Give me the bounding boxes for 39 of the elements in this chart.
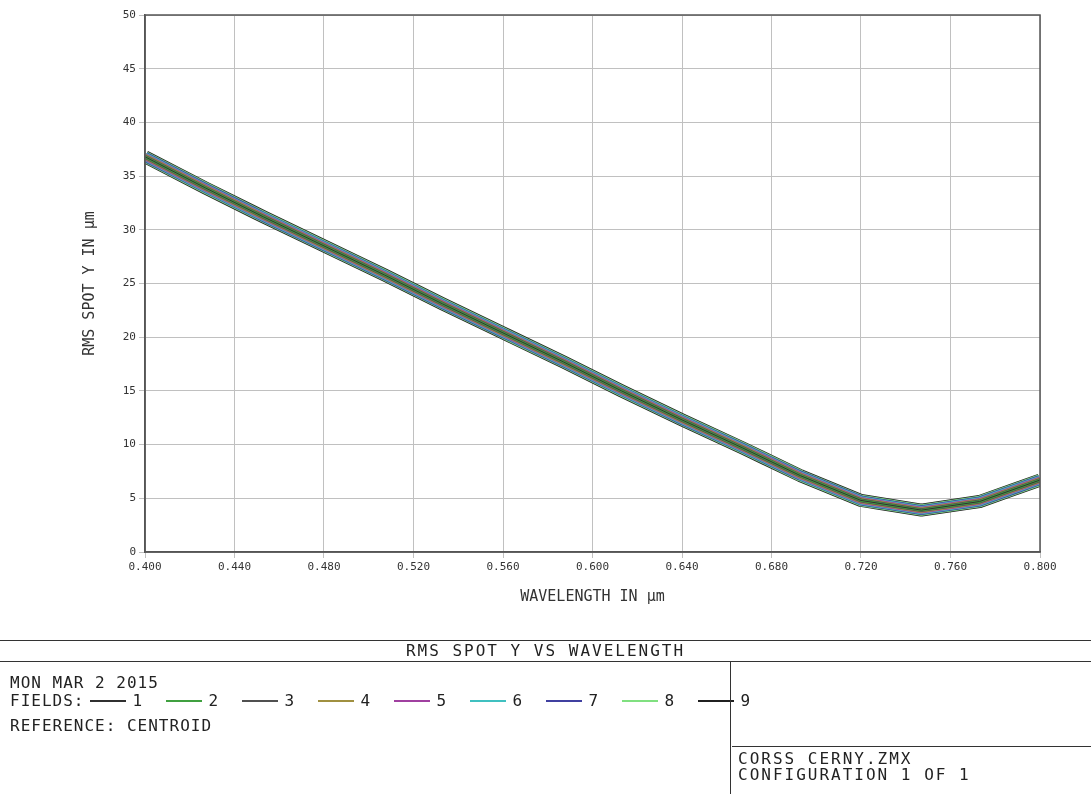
legend-label: 5 <box>436 691 448 710</box>
text: CORSS CERNY.ZMX <box>738 749 914 768</box>
x-tick-label: 0.640 <box>665 560 699 574</box>
y-tick-label: 20 <box>122 330 136 344</box>
text: REFERENCE: CENTROID <box>10 716 214 735</box>
x-tick-label: 0.520 <box>396 560 431 574</box>
legend-label: 6 <box>512 691 524 710</box>
y-tick-label: 0 <box>129 544 136 558</box>
y-tick-label: 10 <box>122 437 136 451</box>
y-tick-label: 50 <box>122 7 136 21</box>
y-tick-label: 15 <box>122 383 136 397</box>
x-tick-label: 0.680 <box>754 560 789 574</box>
y-tick-label: 35 <box>122 168 136 182</box>
y-tick-label: 30 <box>122 222 136 236</box>
x-tick-label: 0.440 <box>217 560 252 574</box>
legend-label: 3 <box>284 691 296 710</box>
y-tick-label: 45 <box>122 61 136 75</box>
x-tick-label: 0.400 <box>128 560 162 574</box>
x-tick-label: 0.720 <box>844 560 878 574</box>
y-tick-label: 5 <box>129 491 136 505</box>
legend-label: 7 <box>588 691 600 710</box>
legend-title: FIELDS: <box>10 691 85 710</box>
x-tick-label: 0.480 <box>307 560 341 574</box>
legend-label: 2 <box>208 691 220 710</box>
legend-label: 4 <box>360 691 372 710</box>
x-tick-label: 0.800 <box>1023 560 1057 574</box>
text: MON MAR 2 2015 <box>10 673 160 692</box>
legend-label: 9 <box>740 691 752 710</box>
text: RMS SPOT Y VS WAVELENGTH <box>0 641 1091 662</box>
text: CONFIGURATION 1 OF 1 <box>738 765 972 784</box>
legend-label: 8 <box>664 691 676 710</box>
y-tick-label: 25 <box>122 276 136 290</box>
x-tick-label: 0.760 <box>933 560 968 574</box>
y-axis-title: RMS SPOT Y IN µm <box>79 211 98 356</box>
legend-label: 1 <box>132 691 144 710</box>
y-tick-label: 40 <box>122 115 136 129</box>
x-tick-label: 0.560 <box>486 560 520 574</box>
x-axis-title: WAVELENGTH IN µm <box>520 586 665 605</box>
x-tick-label: 0.600 <box>575 560 610 574</box>
